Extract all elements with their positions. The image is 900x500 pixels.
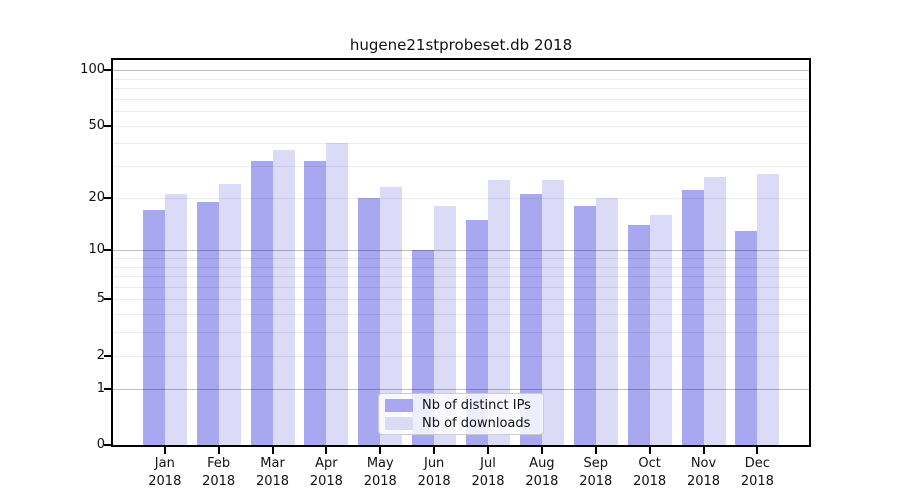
bar-distinct-ips-jul [466,219,489,445]
bar-downloads-aug [541,180,564,445]
gridline-30 [113,166,809,167]
y-tick-label-0: 0 [96,437,105,452]
bar-distinct-ips-sep [573,205,596,445]
bar-distinct-ips-nov [681,190,704,445]
x-tick-label-sep: Sep 2018 [579,456,613,489]
gridline-60 [113,111,809,112]
chart-title: hugene21stprobeset.db 2018 [349,36,573,54]
y-tick-label-2: 2 [96,347,105,363]
gridline-5 [113,299,809,301]
x-tick-label-dec: Dec 2018 [740,456,774,489]
y-tick-label-1: 1 [96,380,105,396]
gridline-1 [113,388,809,390]
gridline-100 [113,70,809,72]
bar-distinct-ips-mar [250,160,273,445]
legend-label-distinct-ips: Nb of distinct IPs [422,397,531,413]
y-tick-label-100: 100 [80,62,105,78]
x-tick-label-may: May 2018 [363,456,397,489]
x-tick-mark [379,447,382,454]
bar-downloads-jun [434,205,457,445]
bar-distinct-ips-oct [627,225,650,445]
bar-downloads-apr [326,143,349,445]
gridline-9 [113,257,809,259]
x-tick-mark [163,447,166,454]
y-tick-label-5: 5 [96,291,105,307]
gridline-4 [113,314,809,316]
gridline-2 [113,355,809,357]
x-tick-label-jan: Jan 2018 [148,456,182,489]
gridline-8 [113,266,809,268]
bar-distinct-ips-feb [196,201,219,445]
bar-downloads-dec [757,174,780,445]
bar-distinct-ips-jan [142,210,165,445]
x-tick-label-mar: Mar 2018 [255,456,290,489]
gridline-7 [113,276,809,278]
x-tick-mark [702,447,705,454]
x-tick-label-aug: Aug 2018 [525,456,559,489]
gridline-3 [113,332,809,334]
x-tick-mark [756,447,759,454]
x-tick-mark [325,447,328,454]
x-tick-mark [433,447,436,454]
x-tick-label-jul: Jul 2018 [471,456,505,489]
y-tick-label-50: 50 [88,117,105,133]
bar-downloads-jan [164,193,187,445]
gridline-90 [113,78,809,80]
x-tick-label-oct: Oct 2018 [633,456,667,489]
bar-downloads-feb [218,183,241,445]
legend-row-distinct-ips: Nb of distinct IPs [385,398,537,413]
y-tick-mark [104,387,111,390]
y-tick-mark [104,69,111,72]
x-tick-mark [487,447,490,454]
legend-row-downloads: Nb of downloads [385,416,537,431]
bar-downloads-may [380,186,403,445]
y-tick-mark [104,124,111,127]
gridline-40 [113,143,809,145]
x-tick-label-jun: Jun 2018 [417,456,451,489]
y-tick-mark [104,298,111,301]
y-tick-mark [104,196,111,199]
x-tick-mark [217,447,220,454]
x-tick-mark [648,447,651,454]
bar-distinct-ips-aug [519,193,542,445]
x-tick-label-feb: Feb 2018 [202,456,236,489]
y-tick-label-20: 20 [88,189,105,205]
plot-area: Nb of distinct IPs Nb of downloads [111,58,811,447]
gridline-20 [113,197,809,199]
bar-distinct-ips-dec [735,230,758,445]
x-tick-mark [540,447,543,454]
gridline-50 [113,125,809,127]
gridline-80 [113,88,809,89]
bar-downloads-jul [488,180,511,445]
legend-label-downloads: Nb of downloads [422,415,531,431]
bar-downloads-nov [703,177,726,445]
legend: Nb of distinct IPs Nb of downloads [378,393,544,435]
bar-distinct-ips-may [358,197,381,445]
bar-downloads-sep [595,197,618,445]
y-tick-label-10: 10 [88,242,105,258]
gridline-6 [113,286,809,288]
y-tick-mark [104,249,111,252]
x-tick-label-nov: Nov 2018 [686,456,721,489]
bar-downloads-oct [649,214,672,445]
bar-downloads-mar [272,149,295,445]
y-tick-mark [104,354,111,357]
y-tick-mark [104,444,111,446]
gridline-10 [113,250,809,252]
legend-swatch-distinct-ips [385,398,413,412]
x-tick-label-apr: Apr 2018 [309,456,343,489]
x-tick-mark [594,447,597,454]
gridline-70 [113,98,809,100]
legend-swatch-downloads [385,416,413,430]
x-tick-mark [271,447,274,454]
bar-distinct-ips-apr [304,160,327,445]
